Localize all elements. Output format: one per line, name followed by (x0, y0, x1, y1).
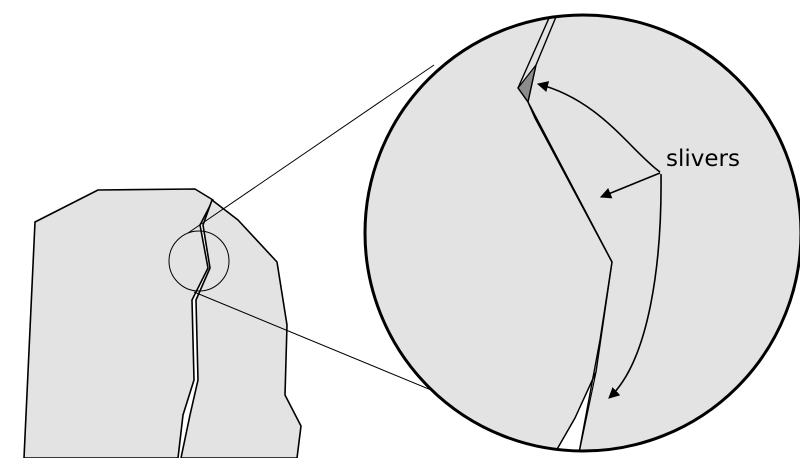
zoom-circle-fill (365, 15, 800, 451)
zoom-circle-outline (363, 13, 800, 453)
edge-right (527, 15, 613, 451)
left-polygon (23, 188, 214, 458)
slivers-label: slivers (666, 146, 740, 172)
arrow-to-top-sliver (536, 81, 661, 173)
arrow-to-middle-sliver (599, 172, 661, 199)
right-polygon (180, 199, 302, 458)
magnifier-marker-circle (168, 230, 230, 292)
zoom-connector-top (187, 64, 435, 234)
zoom-contents (517, 15, 613, 451)
arrow-to-bottom-sliver (608, 173, 662, 399)
zoom-connector-bottom (193, 291, 466, 405)
